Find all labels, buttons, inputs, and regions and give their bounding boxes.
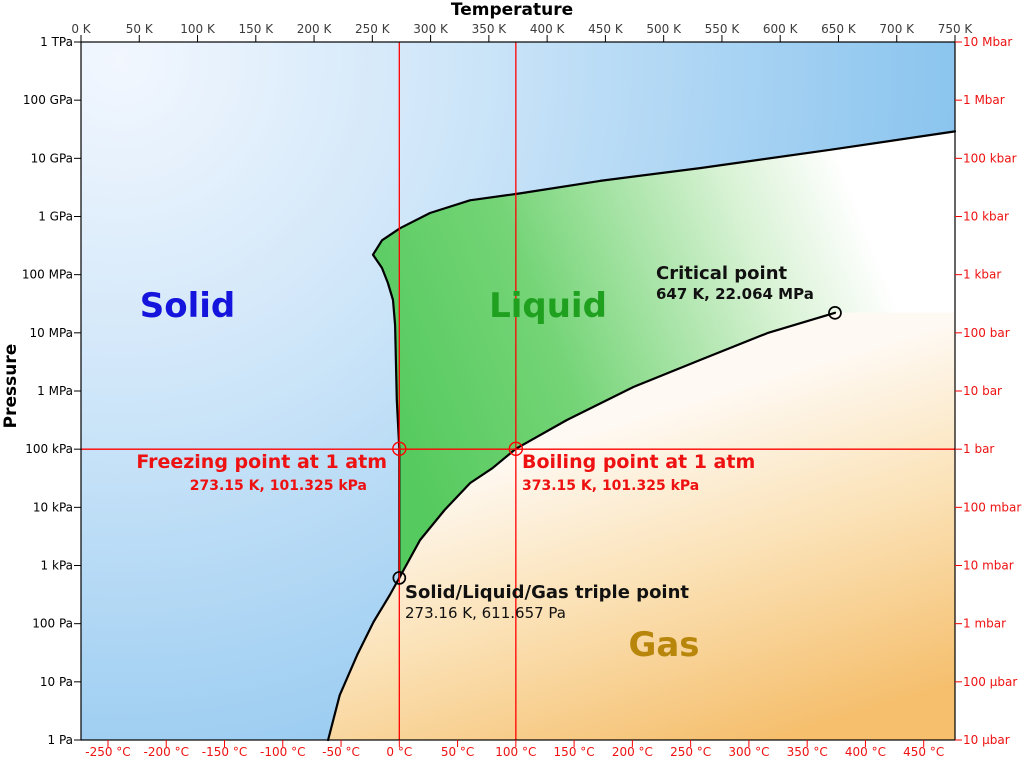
right-tick-label: 10 Mbar [963, 35, 1012, 49]
top-tick-label: 500 K [646, 22, 682, 36]
right-tick-label: 10 mbar [963, 559, 1014, 573]
left-tick-label: 100 kPa [25, 442, 73, 456]
liquid-region [373, 131, 955, 578]
left-tick-label: 1 Pa [48, 733, 74, 747]
top-tick-label: 400 K [530, 22, 566, 36]
bottom-tick-label: 0 °C [386, 745, 412, 759]
top-tick-label: 300 K [413, 22, 449, 36]
right-tick-label: 100 mbar [963, 500, 1021, 514]
top-tick-label: 200 K [297, 22, 333, 36]
left-tick-label: 100 GPa [23, 93, 73, 107]
pressure-axis-title: Pressure [1, 343, 21, 429]
gas-region [328, 312, 956, 740]
top-tick-label: 750 K [938, 22, 974, 36]
bottom-tick-label: 100 °C [495, 745, 536, 759]
freezing-point-annotation: Freezing point at 1 atm 273.15 K, 101.32… [136, 451, 387, 496]
right-tick-label: 100 kbar [963, 151, 1017, 165]
bottom-tick-label: 450 °C [903, 745, 944, 759]
bottom-tick-label: -250 °C [85, 745, 130, 759]
triple-point-value: 273.16 K, 611.657 Pa [405, 604, 566, 622]
left-tick-label: 1 MPa [37, 384, 73, 398]
bottom-tick-label: 400 °C [845, 745, 886, 759]
left-tick-label: 10 Pa [40, 675, 73, 689]
bottom-tick-label: 250 °C [670, 745, 711, 759]
left-tick-label: 1 kPa [41, 559, 73, 573]
boiling-point-title: Boiling point at 1 atm [522, 451, 756, 473]
bottom-tick-label: 150 °C [554, 745, 595, 759]
solid-region [81, 42, 955, 740]
right-tick-label: 10 kbar [963, 210, 1009, 224]
top-tick-label: 250 K [355, 22, 391, 36]
solid-region-label: Solid [139, 286, 236, 326]
top-tick-label: 600 K [763, 22, 799, 36]
top-tick-label: 550 K [705, 22, 741, 36]
left-tick-label: 100 Pa [32, 617, 73, 631]
triple-point-marker [392, 571, 407, 585]
freezing-point-value: 273.15 K, 101.325 kPa [189, 478, 367, 494]
top-tick-label: 50 K [126, 22, 154, 36]
freezing-point-marker [392, 441, 407, 457]
left-tick-label: 1 TPa [40, 35, 73, 49]
left-tick-label: 10 MPa [30, 326, 74, 340]
boiling-point-marker [508, 441, 524, 457]
right-tick-label: 1 mbar [963, 617, 1006, 631]
critical-point-title: Critical point [656, 263, 788, 284]
top-tick-label: 150 K [239, 22, 275, 36]
boiling-point-value: 373.15 K, 101.325 kPa [522, 478, 700, 494]
bottom-tick-label: -100 °C [260, 745, 305, 759]
bottom-tick-label: -200 °C [144, 745, 189, 759]
top-tick-label: 350 K [472, 22, 508, 36]
left-tick-label: 1 GPa [38, 210, 73, 224]
boiling-point-annotation: Boiling point at 1 atm 373.15 K, 101.325… [522, 451, 755, 496]
right-tick-label: 10 bar [963, 384, 1002, 398]
top-tick-label: 450 K [588, 22, 624, 36]
sublimation-curve [327, 576, 401, 742]
right-tick-label: 10 µbar [963, 733, 1010, 747]
liquid-region-label: Liquid [489, 286, 607, 326]
top-tick-label: 0 K [71, 22, 91, 36]
top-tick-label: 100 K [180, 22, 216, 36]
right-tick-label: 1 Mbar [963, 93, 1005, 107]
right-tick-label: 100 µbar [963, 675, 1017, 689]
left-tick-label: 10 GPa [31, 151, 73, 165]
critical-point-marker [828, 305, 842, 320]
bottom-tick-label: -50 °C [322, 745, 360, 759]
melting-curve [371, 130, 957, 579]
bottom-tick-label: -150 °C [202, 745, 247, 759]
right-tick-label: 100 bar [963, 326, 1010, 340]
freezing-point-title: Freezing point at 1 atm [136, 451, 387, 473]
top-tick-label: 700 K [879, 22, 915, 36]
triple-point-title: Solid/Liquid/Gas triple point [405, 582, 690, 603]
bottom-tick-label: 350 °C [787, 745, 828, 759]
critical-point-value: 647 K, 22.064 MPa [656, 285, 814, 303]
top-tick-label: 650 K [821, 22, 857, 36]
temperature-axis-title: Temperature [450, 0, 574, 20]
right-tick-label: 1 bar [963, 442, 994, 456]
right-tick-label: 1 kbar [963, 268, 1001, 282]
bottom-tick-label: 300 °C [728, 745, 769, 759]
gas-region-label: Gas [628, 625, 700, 665]
bottom-tick-label: 50 °C [441, 745, 474, 759]
bottom-tick-label: 200 °C [612, 745, 653, 759]
left-tick-label: 10 kPa [33, 500, 73, 514]
left-tick-label: 100 MPa [22, 268, 73, 282]
critical-point-annotation: Critical point 647 K, 22.064 MPa [656, 263, 814, 304]
triple-point-annotation: Solid/Liquid/Gas triple point 273.16 K, … [405, 582, 689, 623]
